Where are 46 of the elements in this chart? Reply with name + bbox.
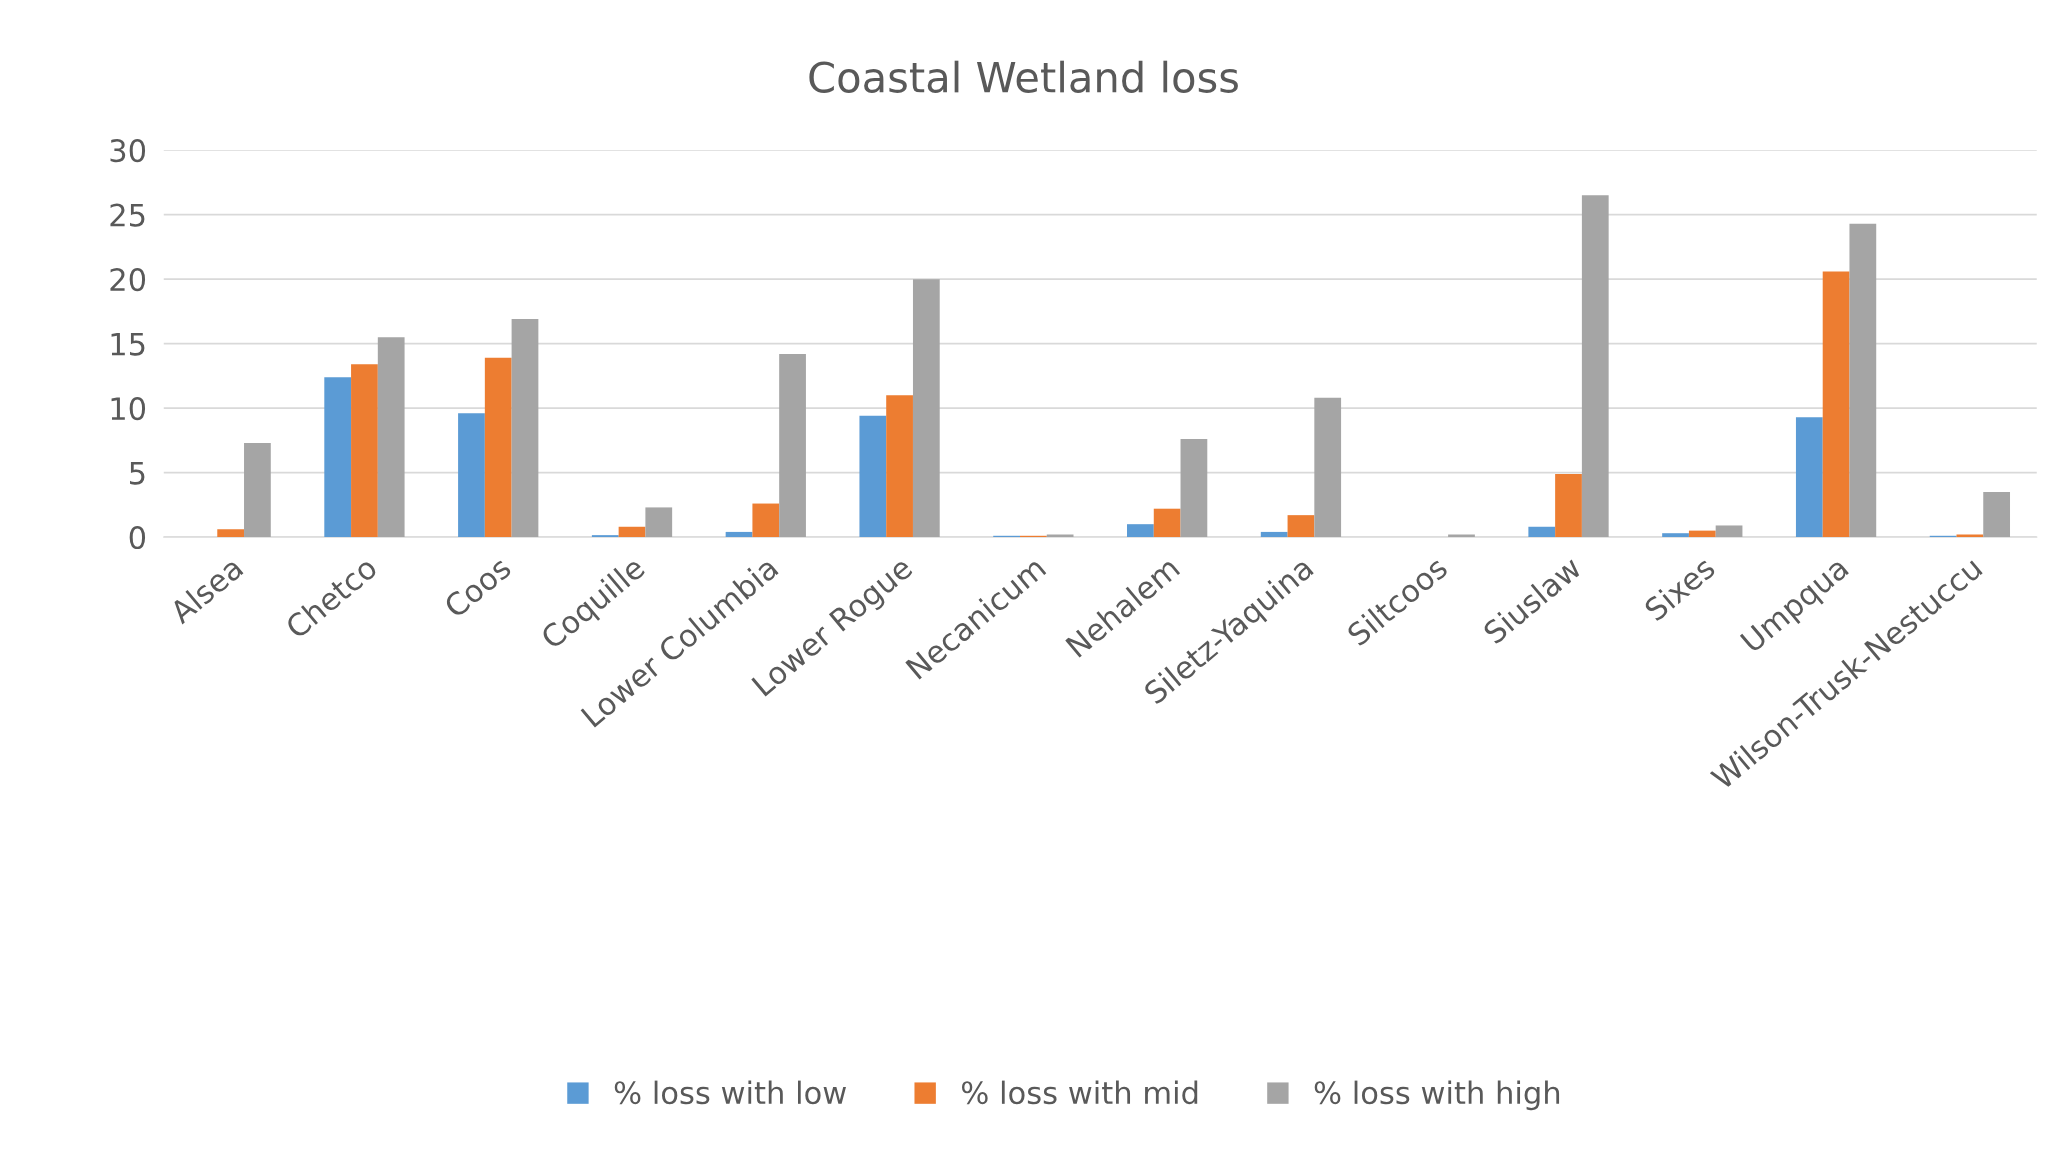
bar — [458, 413, 485, 538]
bar — [1260, 531, 1288, 538]
y-tick-label: 15 — [111, 332, 145, 356]
bar — [351, 364, 378, 538]
bar — [1528, 526, 1556, 538]
legend-label: % loss with high — [1314, 1080, 1560, 1111]
bar — [1314, 397, 1342, 538]
bar — [511, 319, 539, 538]
bar — [1662, 533, 1689, 538]
bar — [244, 442, 271, 538]
bar — [1688, 530, 1716, 538]
bar — [1715, 525, 1743, 538]
bar — [1153, 508, 1181, 538]
bar — [725, 531, 753, 538]
bar — [645, 507, 673, 538]
bar — [1046, 534, 1074, 538]
bar — [752, 503, 780, 538]
bar — [1555, 473, 1582, 538]
y-tick-label: 5 — [130, 461, 145, 485]
y-tick-label: 10 — [111, 397, 146, 421]
bar — [779, 353, 806, 538]
bar — [912, 279, 940, 538]
legend-label: % loss with low — [614, 1080, 846, 1105]
y-tick-label: 20 — [110, 268, 146, 292]
bar — [324, 377, 352, 538]
bar — [484, 357, 512, 538]
bar — [1127, 524, 1154, 538]
bar — [886, 395, 913, 538]
y-tick-label: 25 — [110, 203, 145, 227]
legend-label: % loss with mid — [961, 1080, 1198, 1105]
y-tick-label: 0 — [129, 526, 146, 550]
bar — [377, 337, 405, 538]
bar — [618, 526, 646, 538]
bar — [1180, 439, 1208, 538]
chart-title: Coastal Wetland loss — [809, 60, 1238, 93]
bar — [1956, 534, 1984, 538]
bar — [1822, 271, 1850, 538]
bar — [1983, 491, 2011, 538]
bar — [1581, 195, 1609, 538]
bar — [1287, 515, 1315, 538]
bar — [1849, 223, 1877, 538]
bar — [1448, 534, 1475, 538]
bar — [1795, 417, 1823, 538]
bar — [859, 415, 887, 538]
y-tick-label: 30 — [110, 139, 146, 163]
bar — [217, 529, 245, 538]
